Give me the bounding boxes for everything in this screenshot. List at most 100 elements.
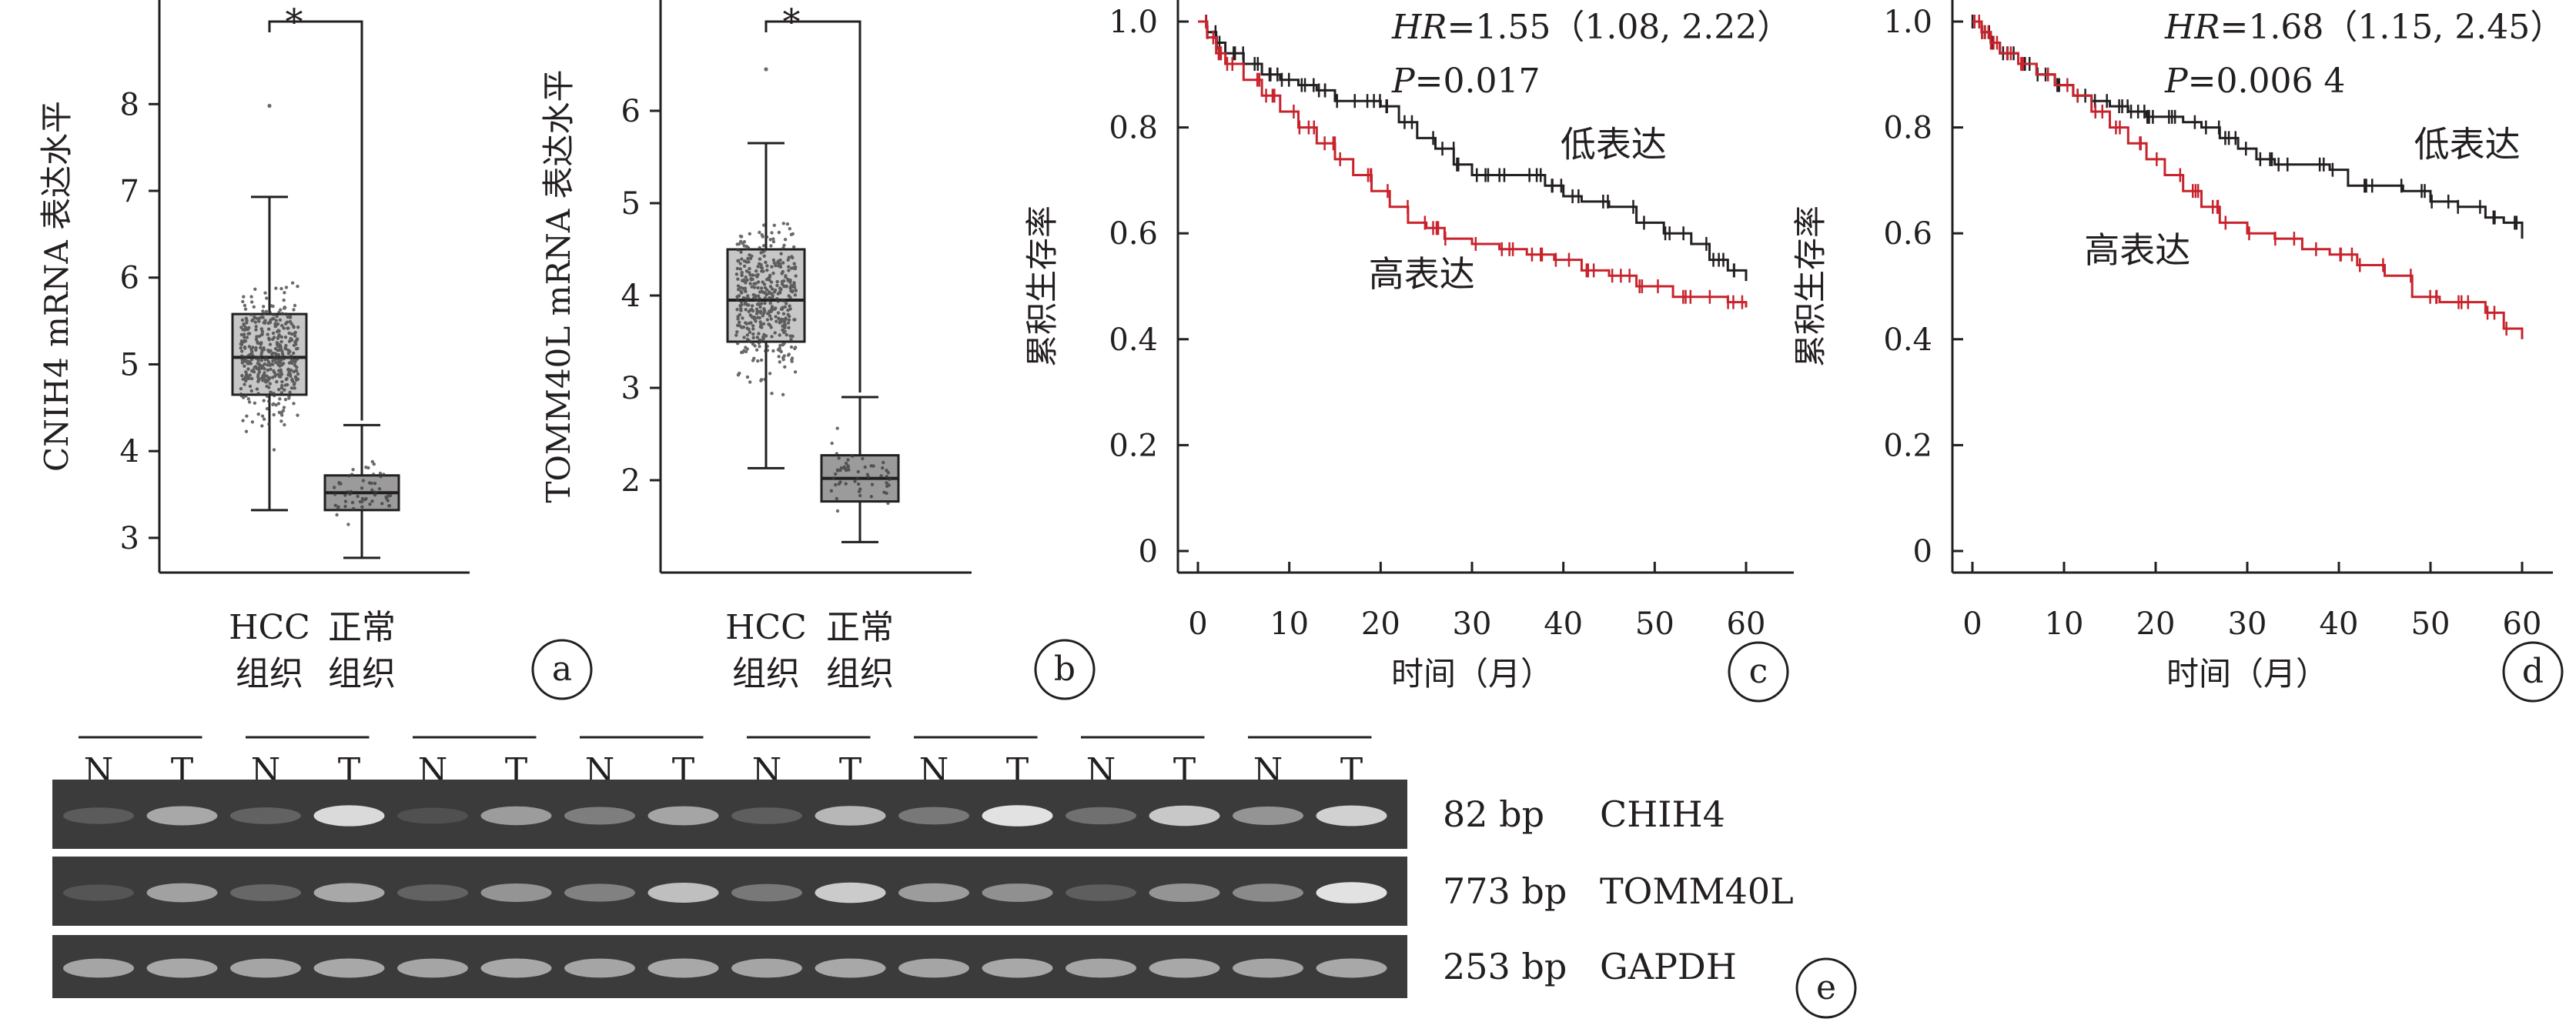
data-point [268, 321, 272, 325]
data-point [288, 316, 293, 319]
data-point [775, 283, 779, 288]
data-point [786, 312, 790, 316]
data-point [337, 482, 342, 486]
data-point [785, 302, 788, 306]
data-point [286, 349, 290, 352]
data-point [787, 326, 791, 329]
data-point [793, 293, 798, 297]
data-point [768, 296, 771, 300]
y-tick-label: 7 [120, 174, 139, 209]
hr-value: =1.68（1.15, 2.45） [2220, 8, 2564, 47]
data-point [735, 298, 740, 302]
data-point [781, 299, 785, 302]
data-point [745, 347, 749, 351]
data-point [742, 264, 747, 268]
data-point [274, 354, 279, 358]
data-point [747, 297, 751, 301]
data-point [255, 335, 259, 339]
x-tick-label: 10 [2045, 606, 2084, 642]
data-point [735, 242, 739, 246]
data-point [333, 493, 337, 496]
data-point [244, 370, 248, 374]
x-tick-label: 50 [2411, 606, 2451, 642]
y-tick-label: 0.8 [1883, 111, 1932, 146]
category-label: 组织 [732, 654, 800, 693]
data-point [742, 336, 746, 339]
y-tick-label: 6 [621, 94, 641, 129]
data-point [759, 266, 763, 269]
gel-band [982, 805, 1053, 827]
data-point [741, 286, 745, 291]
data-point [294, 369, 298, 372]
data-point [865, 473, 870, 476]
data-point [747, 327, 751, 332]
data-point [286, 372, 290, 377]
data-point [335, 513, 339, 517]
data-point [240, 361, 244, 365]
data-point [781, 306, 785, 309]
gel-band [982, 883, 1053, 902]
gel-band [480, 883, 552, 902]
data-point [758, 296, 761, 300]
data-point [831, 476, 835, 480]
y-tick-label: 3 [120, 521, 139, 556]
data-point [241, 419, 245, 422]
data-point [762, 311, 766, 315]
gel-band [647, 958, 719, 978]
y-tick-label: 0.4 [1109, 322, 1158, 358]
data-point [260, 376, 264, 380]
x-axis-title: 时间（月） [2166, 655, 2328, 693]
data-point [754, 269, 758, 273]
data-point [774, 319, 778, 323]
data-point [744, 322, 748, 326]
data-point [778, 343, 782, 348]
data-point [287, 396, 291, 400]
data-point [239, 346, 243, 350]
data-point [736, 277, 740, 281]
data-point [256, 361, 260, 366]
data-point [239, 386, 243, 391]
y-axis-title: 累积生存率 [1791, 205, 1829, 367]
data-point [360, 496, 365, 501]
series-label: 高表达 [1369, 253, 1475, 295]
data-point [792, 282, 796, 286]
panel-label: a [552, 650, 572, 689]
gel-band [1066, 807, 1136, 825]
data-point [754, 282, 758, 286]
data-point [754, 319, 758, 323]
data-point [239, 326, 243, 329]
data-point [748, 273, 752, 277]
data-point [386, 499, 390, 503]
data-point [741, 296, 746, 300]
panel-label-circle [1795, 957, 1857, 1019]
y-tick-label: 0.2 [1109, 428, 1158, 463]
data-point [267, 327, 271, 331]
data-point [751, 277, 754, 282]
data-point [283, 398, 288, 402]
data-point [781, 222, 785, 225]
data-point [740, 257, 744, 261]
data-point [830, 441, 834, 446]
data-point [257, 334, 262, 339]
data-point [748, 282, 752, 286]
data-point [380, 502, 384, 506]
data-point [243, 345, 247, 349]
p-value: =0.017 [1415, 62, 1541, 101]
data-point [759, 378, 764, 382]
data-point [789, 345, 794, 349]
gel-band [815, 882, 886, 903]
x-tick-label: 30 [2228, 606, 2267, 642]
jitter-points [239, 103, 300, 452]
data-point [771, 258, 776, 262]
data-point [792, 286, 797, 289]
data-point [779, 287, 783, 291]
data-point [283, 291, 286, 295]
gel-band [731, 958, 802, 978]
data-point [768, 372, 772, 376]
data-point [273, 357, 278, 362]
data-point [745, 337, 750, 342]
data-point [885, 469, 888, 473]
data-point [756, 359, 760, 363]
data-point [751, 332, 755, 336]
data-point [785, 222, 790, 226]
